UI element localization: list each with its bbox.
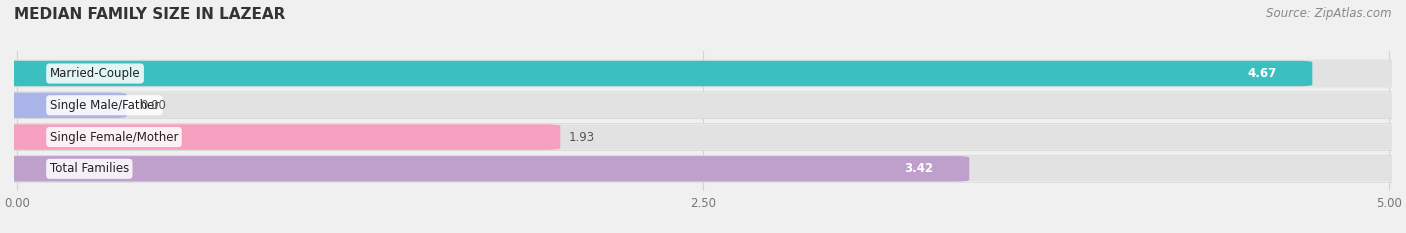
FancyBboxPatch shape [6,155,1400,182]
FancyBboxPatch shape [3,61,1312,86]
Text: Single Female/Mother: Single Female/Mother [49,130,179,144]
FancyBboxPatch shape [3,156,1403,182]
Text: 1.93: 1.93 [568,130,595,144]
FancyBboxPatch shape [3,93,127,118]
Text: MEDIAN FAMILY SIZE IN LAZEAR: MEDIAN FAMILY SIZE IN LAZEAR [14,7,285,22]
FancyBboxPatch shape [3,61,1403,86]
Text: Source: ZipAtlas.com: Source: ZipAtlas.com [1267,7,1392,20]
Text: 4.67: 4.67 [1247,67,1277,80]
FancyBboxPatch shape [6,92,1400,119]
FancyBboxPatch shape [3,124,560,150]
Text: 3.42: 3.42 [904,162,934,175]
Text: Married-Couple: Married-Couple [49,67,141,80]
FancyBboxPatch shape [6,124,1400,150]
Text: Single Male/Father: Single Male/Father [49,99,159,112]
FancyBboxPatch shape [3,93,1403,118]
Text: 0.00: 0.00 [141,99,166,112]
FancyBboxPatch shape [3,156,969,182]
FancyBboxPatch shape [3,124,1403,150]
FancyBboxPatch shape [6,60,1400,87]
Text: Total Families: Total Families [49,162,129,175]
